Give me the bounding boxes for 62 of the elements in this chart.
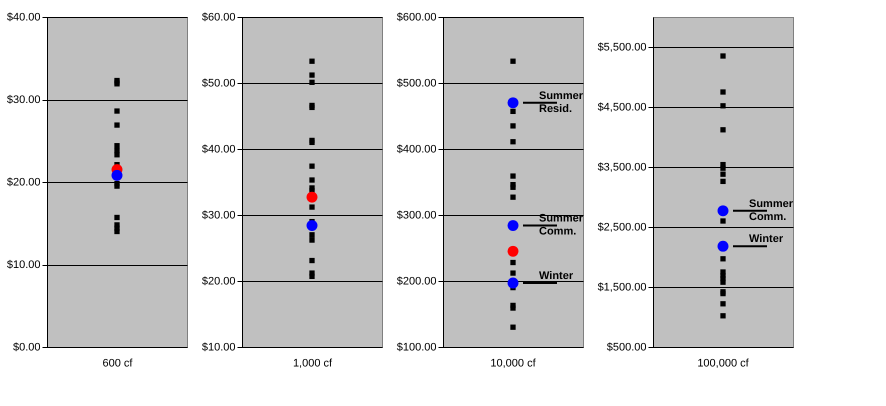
point [720, 166, 726, 171]
point [309, 80, 315, 85]
y-tick-label: $40.00 [6, 12, 40, 24]
annotation: Summer Comm. [539, 212, 584, 238]
y-tick-label: $500.00 [396, 78, 436, 90]
y-tick-label: $400.00 [396, 144, 436, 156]
point [309, 58, 315, 64]
annotation: Winter [539, 270, 574, 282]
y-tick-label: $300.00 [396, 210, 436, 222]
point [720, 103, 726, 108]
point [510, 108, 516, 114]
y-tick-label: $1,500.00 [598, 282, 646, 294]
point [720, 313, 726, 318]
point [508, 97, 518, 108]
x-tick-label: 600 cf [102, 358, 134, 370]
y-tick-label: $20.00 [6, 176, 40, 188]
x-tick-label: 10,000 cf [490, 358, 537, 370]
y-tick-label: $100.00 [396, 342, 436, 354]
x-tick-label: 1,000 cf [292, 358, 334, 370]
y-tick-label: $4,500.00 [598, 102, 646, 114]
point [720, 127, 726, 132]
y-tick-label: $600.00 [396, 12, 436, 24]
y-tick-label: $10.00 [6, 259, 40, 271]
point [306, 220, 318, 232]
y-tick-label: $3,500.00 [598, 162, 646, 174]
point [112, 170, 122, 181]
annotation: Summer Resid. [539, 90, 584, 115]
y-tick-label: $20.00 [202, 276, 236, 288]
y-tick-label: $30.00 [202, 210, 236, 222]
point [510, 194, 516, 200]
y-tick-label: $60.00 [202, 12, 236, 24]
annotation: Summer Comm. [749, 198, 794, 223]
y-tick-label: $2,500.00 [598, 222, 646, 234]
y-tick-label: $10.00 [202, 342, 236, 354]
y-tick-label: $40.00 [202, 144, 236, 156]
point [306, 192, 318, 203]
point [720, 280, 726, 285]
point [114, 183, 120, 189]
point [508, 246, 518, 257]
point [718, 205, 728, 216]
x-tick-label: 100,000 cf [697, 358, 750, 370]
point [508, 278, 518, 288]
point [720, 256, 726, 262]
point [309, 232, 315, 238]
point [309, 164, 315, 169]
y-tick-label: $50.00 [202, 78, 236, 90]
y-tick-label: $5,500.00 [598, 42, 646, 54]
point [508, 220, 518, 232]
point [309, 274, 315, 280]
point [720, 301, 726, 306]
point [114, 152, 120, 158]
y-tick-label: $30.00 [6, 94, 40, 106]
y-tick-label: $200.00 [396, 276, 436, 288]
point [720, 172, 726, 177]
point [510, 139, 516, 144]
point [510, 184, 516, 190]
y-tick-label: $0.00 [12, 342, 40, 354]
point [510, 324, 516, 330]
point [718, 240, 728, 252]
point [510, 58, 516, 64]
annotation: Winter [749, 233, 784, 246]
y-tick-label: $500.00 [606, 342, 646, 354]
